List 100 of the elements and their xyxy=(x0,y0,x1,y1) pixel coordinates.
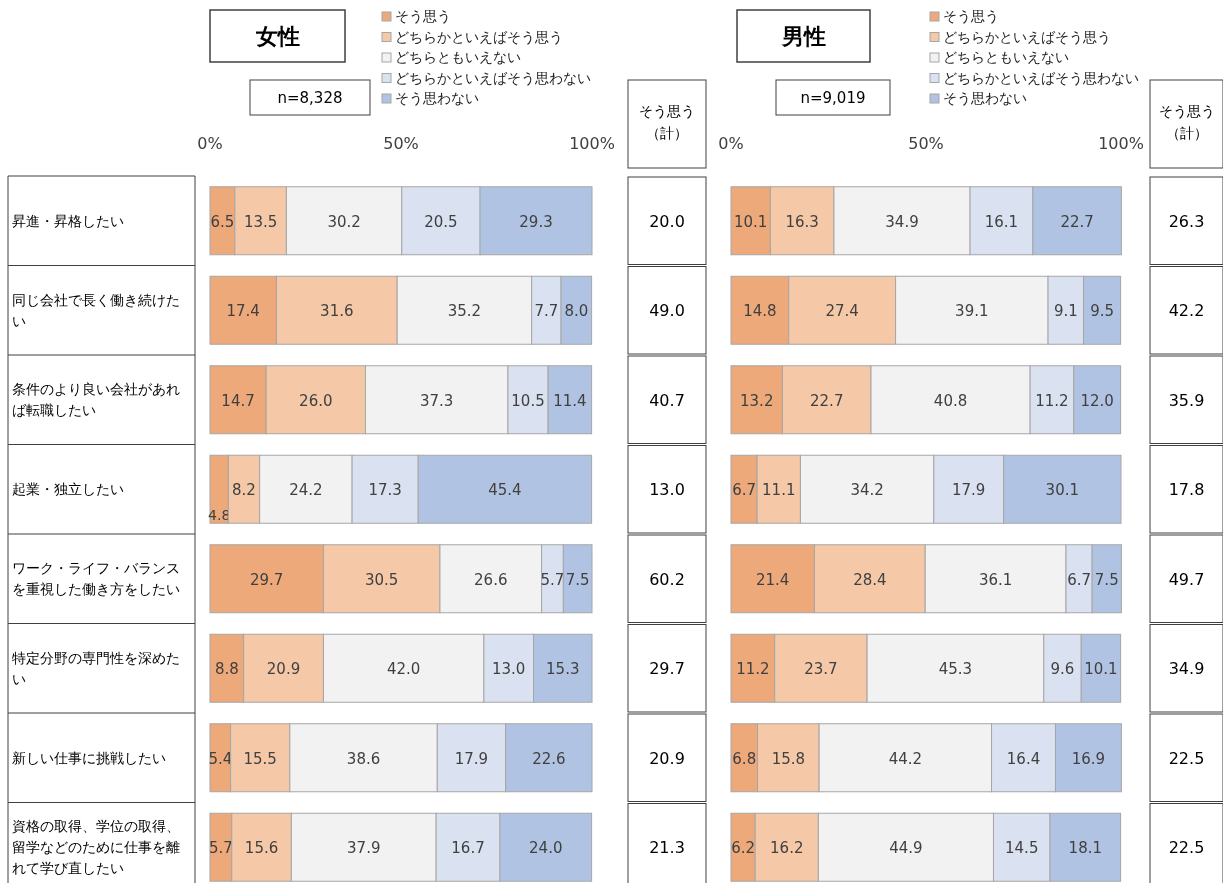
data-label: 17.3 xyxy=(368,481,402,500)
text: 17.8 xyxy=(1168,480,1205,500)
legend-label: そう思わない xyxy=(395,90,479,106)
data-label: 16.7 xyxy=(451,839,485,858)
text: 29.7 xyxy=(649,659,685,679)
data-label: 17.9 xyxy=(952,481,986,500)
data-label: 10.5 xyxy=(511,391,545,410)
data-label: 5.7 xyxy=(540,570,565,589)
data-label: 11.4 xyxy=(553,391,587,410)
data-label: 5.4 xyxy=(208,749,233,768)
legend-label: どちらともいえない xyxy=(395,49,521,65)
data-label: 28.4 xyxy=(853,570,887,589)
x-tick-label: 0% xyxy=(718,134,744,153)
data-label: 30.1 xyxy=(1045,481,1080,500)
legend-label: どちらかといえばそう思わない xyxy=(395,69,591,86)
text: 26.3 xyxy=(1168,211,1205,231)
data-label: 29.7 xyxy=(250,570,284,589)
data-label: 13.5 xyxy=(243,212,278,231)
data-label: 8.8 xyxy=(214,660,239,679)
data-label: 34.2 xyxy=(850,481,884,500)
data-label: 16.9 xyxy=(1071,749,1106,768)
legend-label: どちらともいえない xyxy=(943,49,1069,65)
data-label: 21.4 xyxy=(756,570,790,589)
x-tick-label: 100% xyxy=(1098,134,1144,153)
data-label: 16.3 xyxy=(785,212,819,231)
data-label: 16.1 xyxy=(984,212,1019,231)
data-label: 10.1 xyxy=(1084,660,1118,679)
data-label: 14.7 xyxy=(221,391,255,410)
text: 40.7 xyxy=(649,390,685,410)
data-label: 13.2 xyxy=(740,391,774,410)
data-label: 6.8 xyxy=(732,749,757,768)
data-label: 44.9 xyxy=(889,839,923,858)
data-label: 11.2 xyxy=(1035,391,1069,410)
y-tick-label: 資格の取得、学位の取得、留学などのために仕事を離れて学び直したい xyxy=(12,818,180,877)
data-label: 22.7 xyxy=(810,391,844,410)
data-label: 11.2 xyxy=(736,660,770,679)
text: 60.2 xyxy=(649,569,685,589)
data-label: 18.1 xyxy=(1068,839,1103,858)
data-label: 36.1 xyxy=(978,570,1013,589)
data-label: 6.5 xyxy=(210,212,235,231)
data-label: 31.6 xyxy=(320,302,354,321)
data-label: 34.9 xyxy=(885,212,919,231)
x-tick-label: 100% xyxy=(569,134,615,153)
data-label: 14.5 xyxy=(1005,839,1039,858)
y-tick-label: 昇進・昇格したい xyxy=(12,212,124,229)
data-label: 6.7 xyxy=(1067,570,1091,589)
legend-label: どちらかといえばそう思う xyxy=(395,28,563,45)
data-label: 9.5 xyxy=(1090,302,1115,321)
legend-label: そう思わない xyxy=(943,90,1027,106)
chart-title: 男性 xyxy=(780,24,826,49)
data-label: 45.4 xyxy=(488,481,522,500)
data-label: 15.6 xyxy=(244,839,279,858)
text: そう思う xyxy=(1158,103,1215,119)
data-label: 11.1 xyxy=(762,481,796,500)
data-label: 16.2 xyxy=(770,839,804,858)
text: 13.0 xyxy=(649,480,685,500)
text: （計） xyxy=(646,125,688,141)
text: 35.9 xyxy=(1168,390,1205,410)
data-label: 16.4 xyxy=(1006,749,1041,768)
data-label: 24.2 xyxy=(289,481,323,500)
data-label: 6.7 xyxy=(732,481,756,500)
data-label: 17.9 xyxy=(454,749,489,768)
data-label: 8.2 xyxy=(232,481,256,500)
y-tick-label: 起業・独立したい xyxy=(12,481,124,498)
text: 21.3 xyxy=(649,838,685,858)
text: 34.9 xyxy=(1168,659,1205,679)
data-label: 42.0 xyxy=(386,660,421,679)
y-tick-label: 新しい仕事に挑戦したい xyxy=(12,749,166,766)
legend-label: どちらかといえばそう思う xyxy=(943,28,1111,45)
data-label: 27.4 xyxy=(825,302,859,321)
data-label: 24.0 xyxy=(529,839,563,858)
data-label: 30.2 xyxy=(327,212,361,231)
data-label: 6.2 xyxy=(731,839,756,858)
text: 22.5 xyxy=(1168,838,1205,858)
data-label: 13.0 xyxy=(492,660,526,679)
data-label: 5.7 xyxy=(208,839,233,858)
data-label: 17.4 xyxy=(226,302,260,321)
data-label: 29.3 xyxy=(519,212,553,231)
data-label: 15.8 xyxy=(771,749,806,768)
text: 20.0 xyxy=(649,211,685,231)
x-tick-label: 50% xyxy=(908,134,944,153)
data-label: 26.6 xyxy=(474,570,508,589)
data-label: 9.1 xyxy=(1053,302,1078,321)
legend-label: どちらかといえばそう思わない xyxy=(943,69,1139,86)
chart-title: 女性 xyxy=(254,24,300,49)
data-label: 37.9 xyxy=(347,839,381,858)
data-label: 44.2 xyxy=(888,749,923,768)
data-label: 22.6 xyxy=(532,749,566,768)
y-tick-label: 同じ会社で長く働き続けたい xyxy=(12,291,180,329)
data-label: 40.8 xyxy=(933,391,968,410)
data-label: 9.6 xyxy=(1050,660,1075,679)
chart-subtitle: n=9,019 xyxy=(800,89,866,107)
text: 49.7 xyxy=(1168,569,1205,589)
y-tick-label: ワーク・ライフ・バランスを重視した働き方をしたい xyxy=(12,560,180,598)
data-label: 35.2 xyxy=(447,302,482,321)
y-tick-label: 特定分野の専門性を深めたい xyxy=(12,649,180,687)
data-label: 39.1 xyxy=(955,302,989,321)
data-label: 30.5 xyxy=(365,570,399,589)
text: （計） xyxy=(1165,125,1208,141)
data-label: 45.3 xyxy=(938,660,973,679)
